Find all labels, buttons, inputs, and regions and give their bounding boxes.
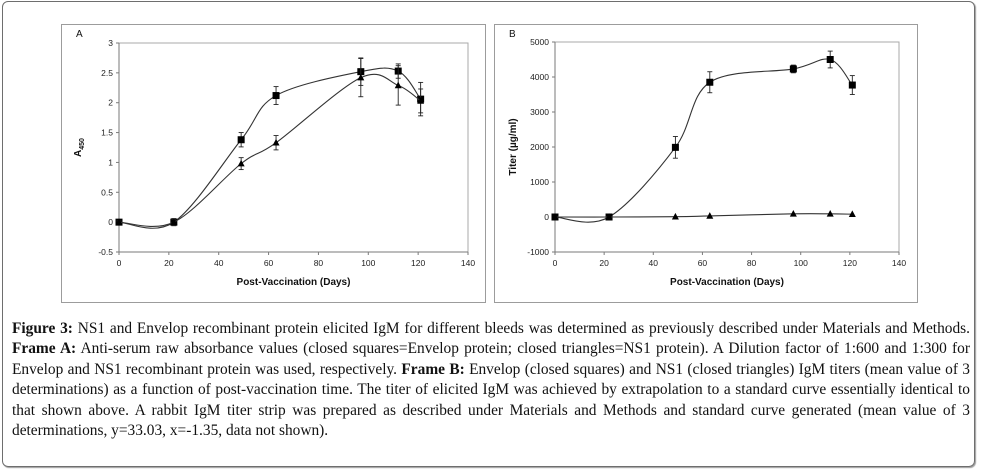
figure-caption: Figure 3: NS1 and Envelop recombinant pr… <box>12 319 970 441</box>
chart-0-series-squares <box>115 57 425 229</box>
chart-0-series-squares-marker-square <box>272 92 280 100</box>
chart-0-series-triangles-marker-triangle <box>394 81 402 89</box>
caption-frame-a-label: Frame A: <box>12 340 77 358</box>
chart-1-series-triangles-marker-triangle <box>551 213 559 220</box>
chart-0-y-tick-label: 2.5 <box>101 68 113 78</box>
caption-frame-a-text: Anti-serum raw absorbance values (closed… <box>12 340 970 378</box>
chart-0-series-triangles-marker-triangle <box>272 138 280 146</box>
chart-1-panel-letter: B <box>509 29 516 40</box>
chart-1-y-tick-label: -1000 <box>527 247 549 257</box>
chart-1-y-tick-label: 4000 <box>530 72 549 82</box>
chart-1-x-axis-title: Post-Vaccination (Days) <box>670 277 784 288</box>
chart-1-series-triangles-marker-triangle <box>789 210 797 217</box>
chart-1-series-triangles-marker-triangle <box>848 210 856 217</box>
chart-0-series-squares-line <box>118 67 422 229</box>
chart-1-series-squares-marker-square <box>789 65 797 73</box>
chart-1-series-squares <box>551 50 856 223</box>
chart-0-x-tick-label: 120 <box>411 258 425 268</box>
panel-a: A -0.5 0 0.5 1 1.5 2 2.5 3 0 20 40 60 80 100 120 140 Post… <box>61 24 486 303</box>
chart-0-x-axis-title: Post-Vaccination (Days) <box>237 277 351 288</box>
caption-intro: NS1 and Envelop recombinant protein elic… <box>72 320 970 337</box>
chart-1-y-axis-title: Titer (µg/ml) <box>508 118 519 175</box>
chart-1-series-triangles-marker-triangle <box>671 212 679 220</box>
chart-0-series-squares-marker-square <box>237 136 245 144</box>
chart-0-series-triangles-marker-triangle <box>170 218 178 225</box>
chart-0-x-tick-label: 40 <box>214 258 224 268</box>
chart-0-x-tick-label: 0 <box>117 258 122 268</box>
chart-0-y-tick-label: -0.5 <box>98 247 113 257</box>
chart-0-series-triangles-marker-triangle <box>237 159 245 167</box>
caption-frame-b-text: Envelop (closed squares) and NS1 (closed… <box>12 360 970 440</box>
chart-0-y-tick-label: 1.5 <box>101 128 113 138</box>
chart-b-titer: B -1000 0 1000 2000 3000 4000 5000 0 20 40 60 80 100 1… <box>508 29 906 288</box>
chart-0-y-tick-label: 0.5 <box>101 187 113 197</box>
chart-0-series-triangles-marker-triangle <box>357 73 365 81</box>
chart-1-x-tick-label: 0 <box>553 258 558 268</box>
chart-0-panel-letter: A <box>76 29 83 40</box>
chart-1-series-squares-marker-square <box>671 143 679 151</box>
chart-1-y-tick-label: 0 <box>544 212 549 222</box>
chart-1-series-squares-marker-square <box>706 78 714 86</box>
chart-1-y-tick-label: 2000 <box>530 142 549 152</box>
chart-0-y-tick-label: 2 <box>108 98 113 108</box>
chart-0-x-tick-label: 100 <box>361 258 375 268</box>
chart-1-y-tick-label: 5000 <box>530 37 549 47</box>
chart-1-x-tick-label: 40 <box>649 258 659 268</box>
chart-0-x-tick-label: 140 <box>461 258 475 268</box>
chart-0-y-axis-title: A450 <box>73 138 86 157</box>
chart-0-y-tick-label: 3 <box>108 38 113 48</box>
chart-1-series-squares-line <box>554 58 853 223</box>
chart-1-series-squares-marker-square <box>826 56 834 63</box>
panel-b: B -1000 0 1000 2000 3000 4000 5000 0 20 40 60 80 100 1… <box>494 24 918 303</box>
chart-1-series-squares-marker-square <box>848 81 856 89</box>
chart-0-series-triangles-marker-triangle <box>115 218 123 225</box>
chart-1-y-tick-label: 1000 <box>530 177 549 187</box>
chart-0-y-tick-label: 0 <box>108 217 113 227</box>
chart-0-series-triangles <box>115 58 425 227</box>
chart-a-absorbance: A -0.5 0 0.5 1 1.5 2 2.5 3 0 20 40 60 80 100 120 140 Post… <box>73 29 475 288</box>
chart-0-series-triangles-marker-triangle <box>417 97 425 104</box>
chart-1-series-triangles-marker-triangle <box>605 213 613 220</box>
chart-1-y-tick-label: 3000 <box>530 107 549 117</box>
caption-frame-b-label: Frame B: <box>401 360 465 378</box>
chart-0-x-tick-label: 60 <box>264 258 274 268</box>
chart-1-x-tick-label: 60 <box>698 258 708 268</box>
chart-1-x-tick-label: 140 <box>892 258 906 268</box>
chart-1-series-triangles-line <box>554 213 853 218</box>
chart-1-x-tick-label: 120 <box>843 258 857 268</box>
caption-figure-label: Figure 3: <box>12 320 73 337</box>
chart-1-x-tick-label: 20 <box>599 258 609 268</box>
chart-0-series-triangles-line <box>118 73 421 227</box>
chart-0-x-tick-label: 20 <box>164 258 174 268</box>
chart-1-series-triangles <box>551 210 856 220</box>
chart-0-y-tick-label: 1 <box>108 157 113 167</box>
chart-1-x-tick-label: 100 <box>794 258 808 268</box>
chart-1-x-tick-label: 80 <box>747 258 757 268</box>
chart-1-series-triangles-marker-triangle <box>706 212 714 219</box>
chart-0-x-tick-label: 80 <box>314 258 324 268</box>
chart-1-series-triangles-marker-triangle <box>826 210 834 217</box>
